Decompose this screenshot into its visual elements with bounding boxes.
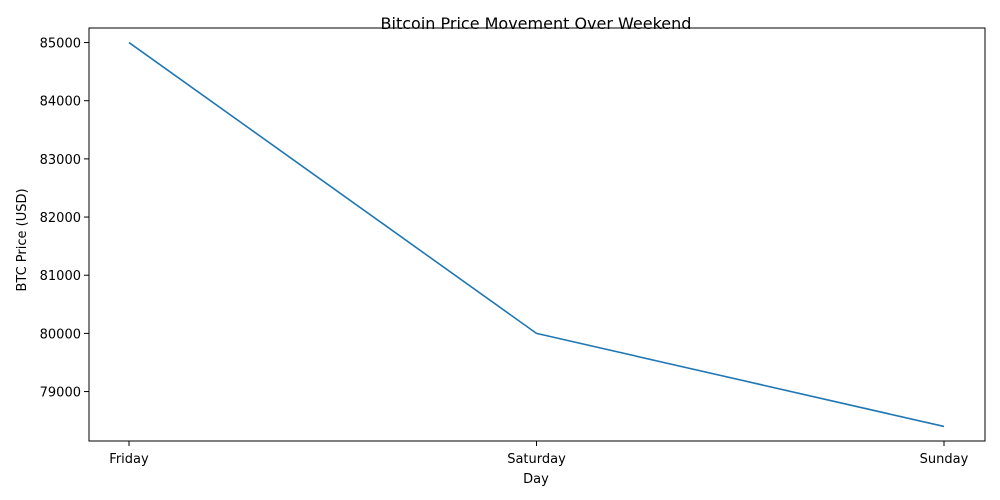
plot-frame bbox=[88, 27, 986, 442]
y-tick-label: 80000 bbox=[40, 327, 81, 342]
y-tick-label: 79000 bbox=[40, 386, 81, 401]
x-tick-label: Sunday bbox=[920, 452, 969, 467]
plot-area bbox=[128, 41, 945, 428]
y-tick-label: 81000 bbox=[40, 269, 81, 284]
series-line bbox=[128, 41, 945, 428]
y-tick-label: 85000 bbox=[40, 37, 81, 52]
y-tick-label: 83000 bbox=[40, 153, 81, 168]
y-tick-label: 82000 bbox=[40, 211, 81, 226]
y-tick-label: 84000 bbox=[40, 95, 81, 110]
x-axis-label: Day bbox=[523, 472, 549, 487]
y-axis-label: BTC Price (USD) bbox=[15, 188, 30, 291]
x-tick-label: Friday bbox=[109, 452, 149, 467]
chart-title: Bitcoin Price Movement Over Weekend bbox=[381, 14, 692, 33]
x-tick-label: Saturday bbox=[507, 452, 566, 467]
